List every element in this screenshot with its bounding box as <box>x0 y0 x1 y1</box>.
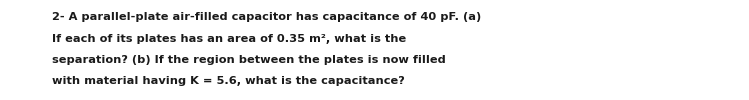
Text: If each of its plates has an area of 0.35 m², what is the: If each of its plates has an area of 0.3… <box>52 34 407 44</box>
Text: 2- A parallel-plate air-filled capacitor has capacitance of 40 pF. (a): 2- A parallel-plate air-filled capacitor… <box>52 12 482 22</box>
Text: with material having K = 5.6, what is the capacitance?: with material having K = 5.6, what is th… <box>52 76 405 86</box>
Text: separation? (b) If the region between the plates is now filled: separation? (b) If the region between th… <box>52 55 446 65</box>
